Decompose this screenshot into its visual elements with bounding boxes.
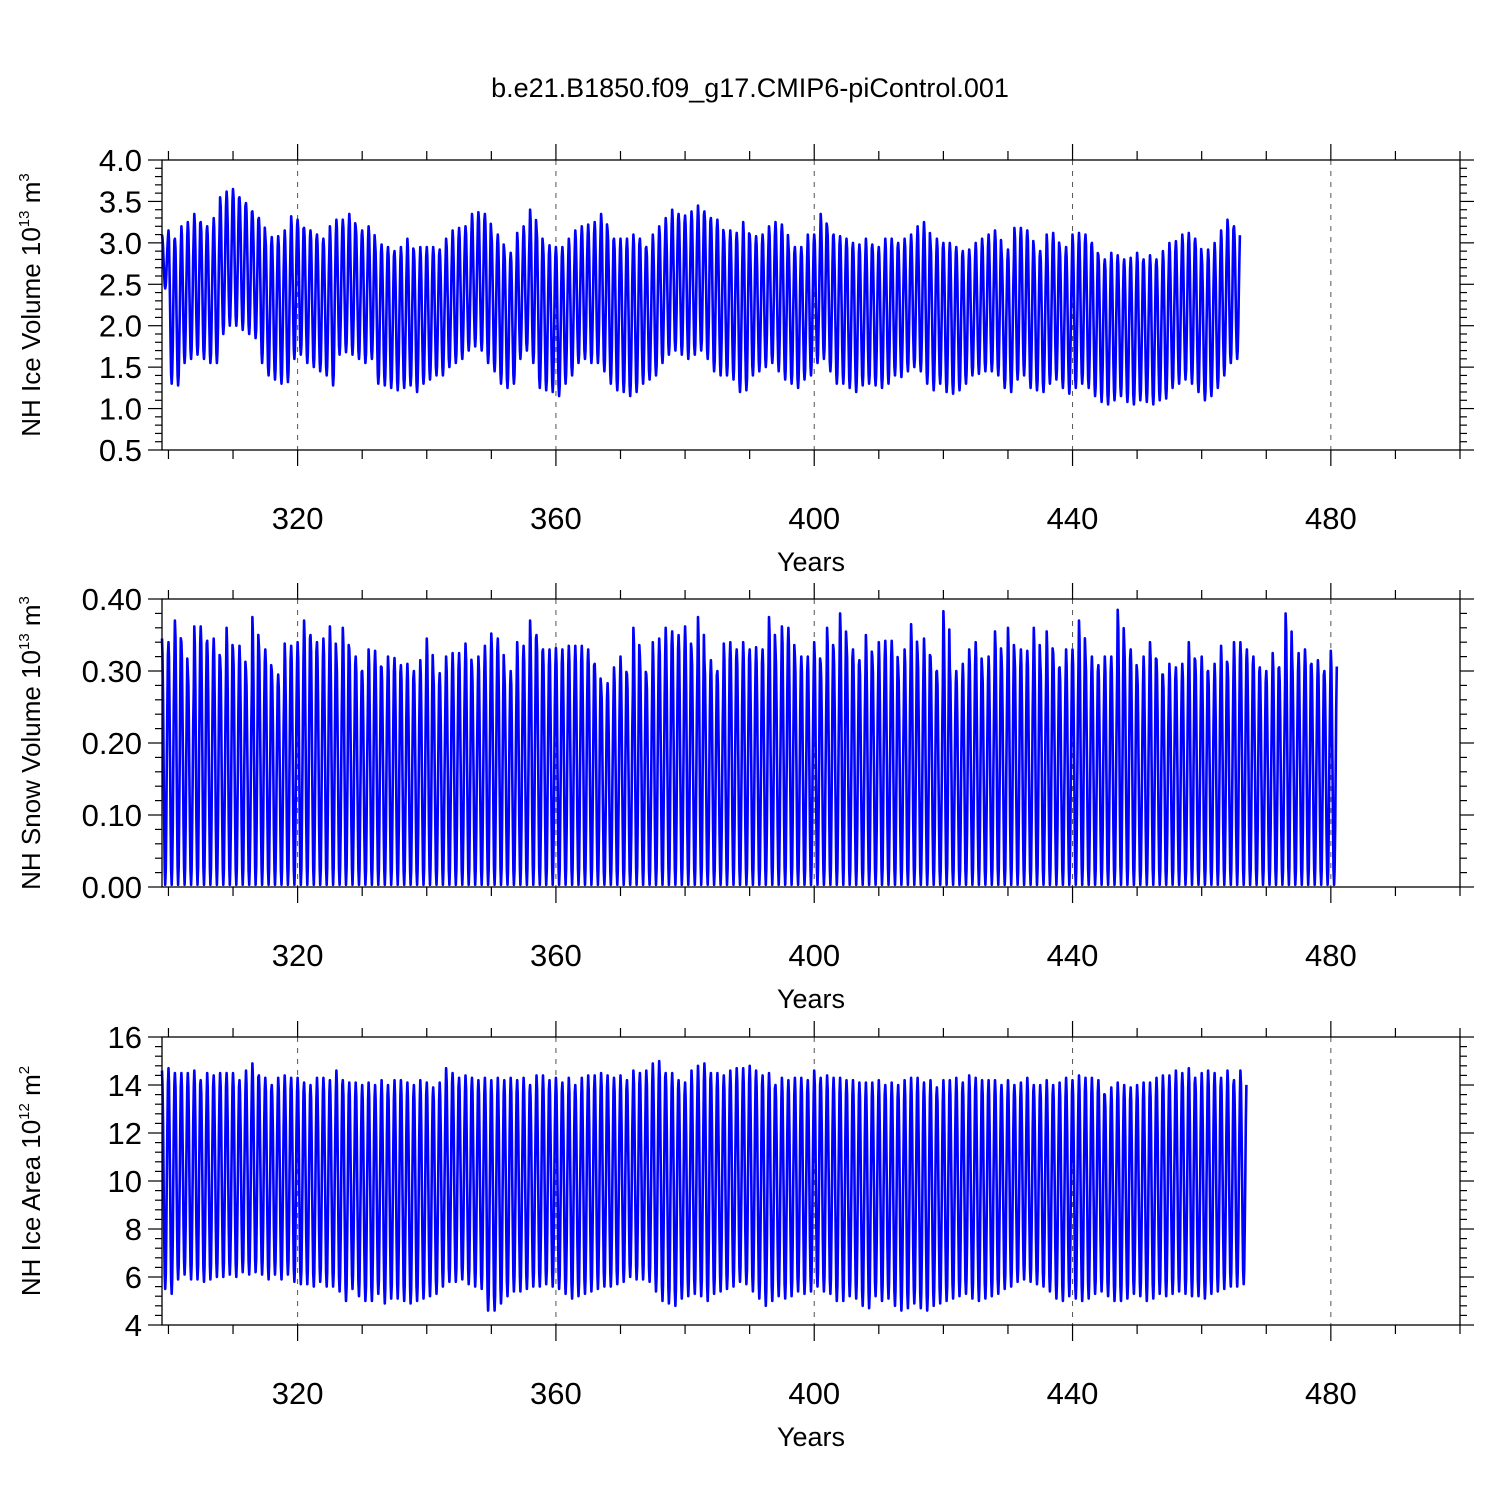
ytick-label: 4: [125, 1308, 142, 1343]
ytick-label: 0.30: [82, 654, 142, 689]
xtick-label: 480: [1305, 501, 1357, 536]
ytick-label: 4.0: [99, 143, 142, 178]
ytick-label: 0.20: [82, 726, 142, 761]
xtick-label: 400: [788, 938, 840, 973]
ytick-label: 3.5: [99, 184, 142, 219]
ytick-label: 1.0: [99, 392, 142, 427]
ytick-label: 2.0: [99, 309, 142, 344]
x-axis-label: Years: [777, 984, 845, 1014]
series-line-1: [160, 187, 1242, 406]
ytick-label: 8: [125, 1212, 142, 1247]
xtick-label: 360: [530, 1376, 582, 1411]
xtick-label: 400: [788, 1376, 840, 1411]
plot-frame: [161, 159, 1461, 451]
y-axis-label: NH Snow Volume 1013 m3: [16, 596, 46, 890]
x-axis-label: Years: [777, 1422, 845, 1452]
xtick-label: 480: [1305, 938, 1357, 973]
series-line-1: [160, 1059, 1248, 1312]
xtick-label: 360: [530, 501, 582, 536]
ytick-label: 1.5: [99, 350, 142, 385]
xtick-label: 440: [1047, 501, 1099, 536]
x-axis-label: Years: [777, 547, 845, 577]
figure-title: b.e21.B1850.f09_g17.CMIP6-piControl.001: [491, 73, 1009, 103]
ytick-label: 6: [125, 1260, 142, 1295]
xtick-label: 320: [272, 938, 324, 973]
ytick-label: 10: [108, 1164, 142, 1199]
xtick-label: 440: [1047, 938, 1099, 973]
ytick-label: 3.0: [99, 226, 142, 261]
xtick-label: 400: [788, 501, 840, 536]
ytick-label: 16: [108, 1020, 142, 1055]
xtick-label: 320: [272, 1376, 324, 1411]
xtick-label: 440: [1047, 1376, 1099, 1411]
panel-2: 0.00 0.10 0.20 0.30 0.40 320 360 400 440 480 Years…: [16, 582, 1474, 1014]
ytick-label: 2.5: [99, 267, 142, 302]
ytick-label: 0.10: [82, 798, 142, 833]
ytick-label: 0.00: [82, 870, 142, 905]
ytick-label: 0.40: [82, 582, 142, 617]
y-axis-label: NH Ice Area 1012 m2: [16, 1066, 46, 1296]
ytick-label: 14: [108, 1068, 142, 1103]
xtick-label: 360: [530, 938, 582, 973]
xtick-label: 480: [1305, 1376, 1357, 1411]
y-axis-label: NH Ice Volume 1013 m3: [16, 173, 46, 436]
ytick-label: 12: [108, 1116, 142, 1151]
panel-1: 0.5 1.0 1.5 2.0 2.5 3.0 3.5 4.0 320 360 400 440 480 Y…: [16, 143, 1474, 577]
series-line-1: [160, 608, 1339, 887]
xtick-label: 320: [272, 501, 324, 536]
ytick-label: 0.5: [99, 433, 142, 468]
panel-3: 4 6 8 10 12 14 16 320 360 400 440 480 Years NH Ice Ar…: [16, 1020, 1474, 1452]
